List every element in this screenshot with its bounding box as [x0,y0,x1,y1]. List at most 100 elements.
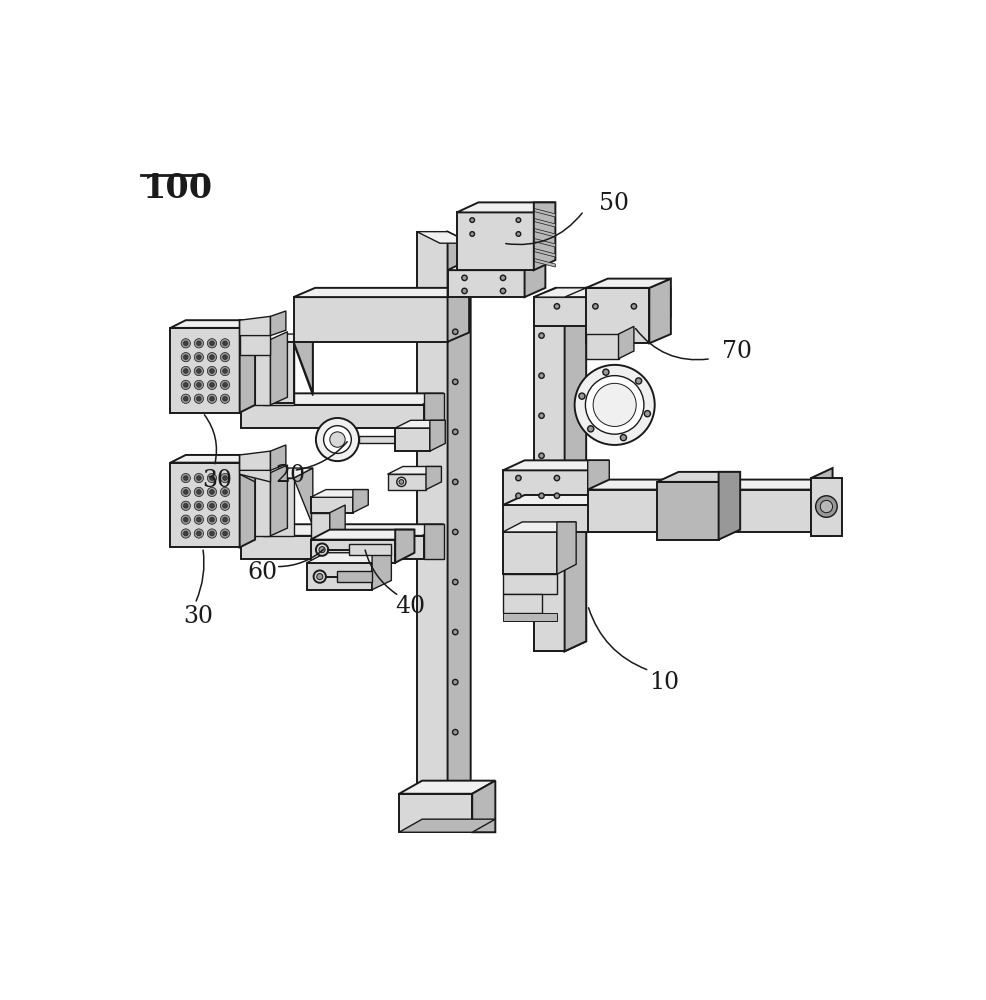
Circle shape [516,218,521,222]
Text: 60: 60 [247,561,277,584]
Circle shape [538,533,544,538]
Polygon shape [240,466,270,482]
Polygon shape [448,270,525,297]
Circle shape [183,369,188,373]
Circle shape [183,383,188,387]
Circle shape [223,476,228,480]
Circle shape [453,629,458,635]
Circle shape [500,288,506,294]
Polygon shape [311,490,368,497]
Circle shape [453,379,458,384]
Polygon shape [240,332,270,355]
Polygon shape [448,288,469,342]
Circle shape [223,531,228,536]
Polygon shape [665,495,686,532]
Circle shape [196,383,201,387]
Polygon shape [399,781,495,794]
Circle shape [221,366,230,376]
Polygon shape [311,530,414,540]
Circle shape [183,396,188,401]
Circle shape [329,432,345,447]
Circle shape [194,339,203,348]
Circle shape [210,531,214,536]
Circle shape [586,376,644,434]
Circle shape [554,475,560,481]
Polygon shape [387,474,426,490]
Circle shape [820,500,832,513]
Polygon shape [353,490,368,513]
Circle shape [594,383,636,426]
Circle shape [196,396,201,401]
Circle shape [194,366,203,376]
Circle shape [196,476,201,480]
Polygon shape [242,536,425,559]
Circle shape [453,479,458,485]
Polygon shape [417,232,448,788]
Polygon shape [503,532,557,574]
Text: 50: 50 [599,192,629,215]
Polygon shape [417,232,470,243]
Polygon shape [503,574,557,594]
Polygon shape [448,260,545,270]
Polygon shape [472,781,495,832]
Polygon shape [586,279,670,288]
Polygon shape [171,320,255,328]
Circle shape [196,503,201,508]
Circle shape [181,501,190,510]
Polygon shape [263,343,294,405]
Polygon shape [311,497,353,513]
Circle shape [453,529,458,535]
Circle shape [196,531,201,536]
Polygon shape [307,553,391,563]
Polygon shape [311,540,395,563]
Circle shape [317,574,322,580]
Polygon shape [240,320,255,413]
Circle shape [207,353,217,362]
Polygon shape [372,553,391,590]
Circle shape [221,353,230,362]
Circle shape [588,426,594,432]
Polygon shape [457,202,555,212]
Polygon shape [329,505,345,540]
Circle shape [223,517,228,522]
Polygon shape [719,472,740,540]
Polygon shape [395,530,414,563]
Text: 10: 10 [650,671,679,694]
Circle shape [221,339,230,348]
Circle shape [644,411,651,417]
Polygon shape [395,420,446,428]
Circle shape [183,531,188,536]
Circle shape [210,341,214,346]
Text: 30: 30 [183,605,213,628]
Circle shape [221,473,230,483]
Polygon shape [503,594,541,613]
Circle shape [461,288,467,294]
Polygon shape [503,470,588,505]
Circle shape [181,353,190,362]
Polygon shape [294,297,448,342]
Circle shape [181,487,190,497]
Polygon shape [240,459,255,482]
Circle shape [538,373,544,378]
Polygon shape [311,513,329,540]
Polygon shape [240,473,270,536]
Circle shape [221,487,230,497]
Circle shape [316,543,328,556]
Polygon shape [263,342,294,403]
Polygon shape [307,563,372,590]
Polygon shape [395,428,430,451]
Circle shape [207,366,217,376]
Circle shape [396,477,406,487]
Polygon shape [503,505,665,532]
Circle shape [314,570,326,583]
Circle shape [223,355,228,359]
Polygon shape [533,470,565,651]
Circle shape [210,355,214,359]
Polygon shape [811,468,832,536]
Polygon shape [533,297,650,326]
Circle shape [223,503,228,508]
Circle shape [538,413,544,418]
Circle shape [194,487,203,497]
Polygon shape [534,209,555,217]
Polygon shape [503,460,609,470]
